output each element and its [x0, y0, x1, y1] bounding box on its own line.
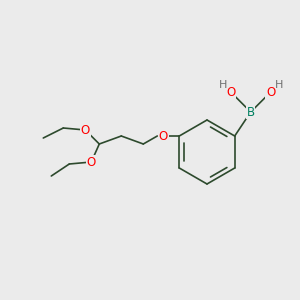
Text: O: O — [266, 85, 275, 98]
Text: B: B — [247, 106, 255, 118]
Text: O: O — [87, 155, 96, 169]
Text: H: H — [218, 80, 227, 90]
Text: H: H — [274, 80, 283, 90]
Text: O: O — [81, 124, 90, 136]
Text: O: O — [226, 85, 235, 98]
Text: O: O — [159, 130, 168, 142]
